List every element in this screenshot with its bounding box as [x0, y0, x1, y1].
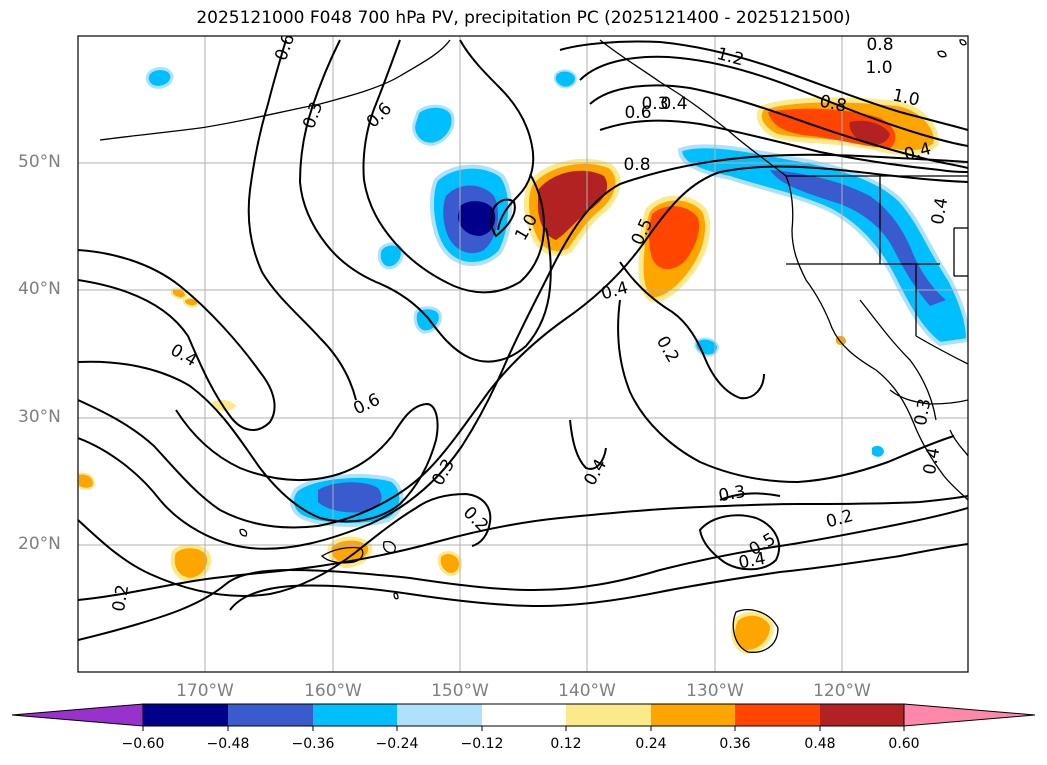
colorbar-tick-label: 0.12 [550, 736, 582, 752]
lat-label: 30°N [18, 407, 61, 427]
colorbar-swatch [228, 704, 313, 726]
colorbar-tick-label: −0.12 [460, 736, 504, 752]
colorbar-tick-label: −0.60 [121, 736, 165, 752]
contour-label: 0.4 [920, 446, 944, 476]
contour-label: 0.2 [109, 583, 133, 613]
contour-label: 1.0 [865, 58, 892, 78]
contour-label: 0.3 [299, 99, 327, 131]
colorbar-swatch [313, 704, 397, 726]
contour-label: 0.2 [824, 506, 855, 532]
lat-label: 40°N [18, 279, 61, 299]
contour-label: 1.2 [715, 44, 746, 70]
contour-label: 0.4 [599, 278, 630, 304]
contour-label: 0.4 [580, 456, 611, 489]
colorbar-tick-label: −0.48 [206, 736, 250, 752]
colorbar-extend-min [11, 703, 144, 727]
colorbar-swatch [566, 704, 651, 726]
colorbar-swatch [143, 704, 228, 726]
colorbar-swatch [820, 704, 904, 726]
map-title: 2025121000 F048 700 hPa PV, precipitatio… [196, 8, 851, 28]
lon-label: 150°W [431, 681, 489, 701]
lat-label: 50°N [18, 152, 61, 172]
colorbar-swatch [397, 704, 482, 726]
colorbar-swatch [651, 704, 735, 726]
colorbar-tick-label: 0.48 [804, 736, 836, 752]
colorbar-tick-label: 0.60 [888, 736, 920, 752]
contour-label: 0.3 [911, 397, 935, 427]
contour-label: 0.4 [167, 340, 200, 371]
contour-label: 0.3 [717, 482, 747, 506]
colorbar-tick-label: −0.24 [375, 736, 419, 752]
coastlines [99, 39, 968, 653]
contour-label: 0.4 [737, 549, 767, 573]
contour-label: 0.3 [641, 94, 668, 114]
plot-frame [77, 35, 969, 673]
colorbar-swatch [735, 704, 820, 726]
contour-label: 0.2 [652, 333, 683, 366]
colorbar [11, 703, 1036, 731]
lon-label: 140°W [558, 681, 616, 701]
lon-label: 120°W [813, 681, 871, 701]
colorbar-tick-label: −0.36 [291, 736, 335, 752]
lat-label: 20°N [18, 534, 61, 554]
contour-label: 0.3 [428, 456, 459, 489]
colorbar-tick-label: 0.36 [719, 736, 751, 752]
contour-label: 0.8 [866, 35, 893, 55]
lon-label: 130°W [686, 681, 744, 701]
colorbar-extend-max [903, 703, 1036, 727]
contour-label: 0.4 [928, 196, 952, 226]
lon-label: 160°W [304, 681, 362, 701]
contour-label: 0.6 [624, 103, 651, 123]
contour-label: 0.8 [623, 155, 650, 175]
graticule [78, 36, 968, 672]
colorbar-swatch [482, 704, 566, 726]
pv-contours [78, 39, 968, 641]
lon-label: 170°W [176, 681, 234, 701]
contour-label: 0.4 [660, 94, 687, 114]
colorbar-tick-label: 0.24 [635, 736, 667, 752]
